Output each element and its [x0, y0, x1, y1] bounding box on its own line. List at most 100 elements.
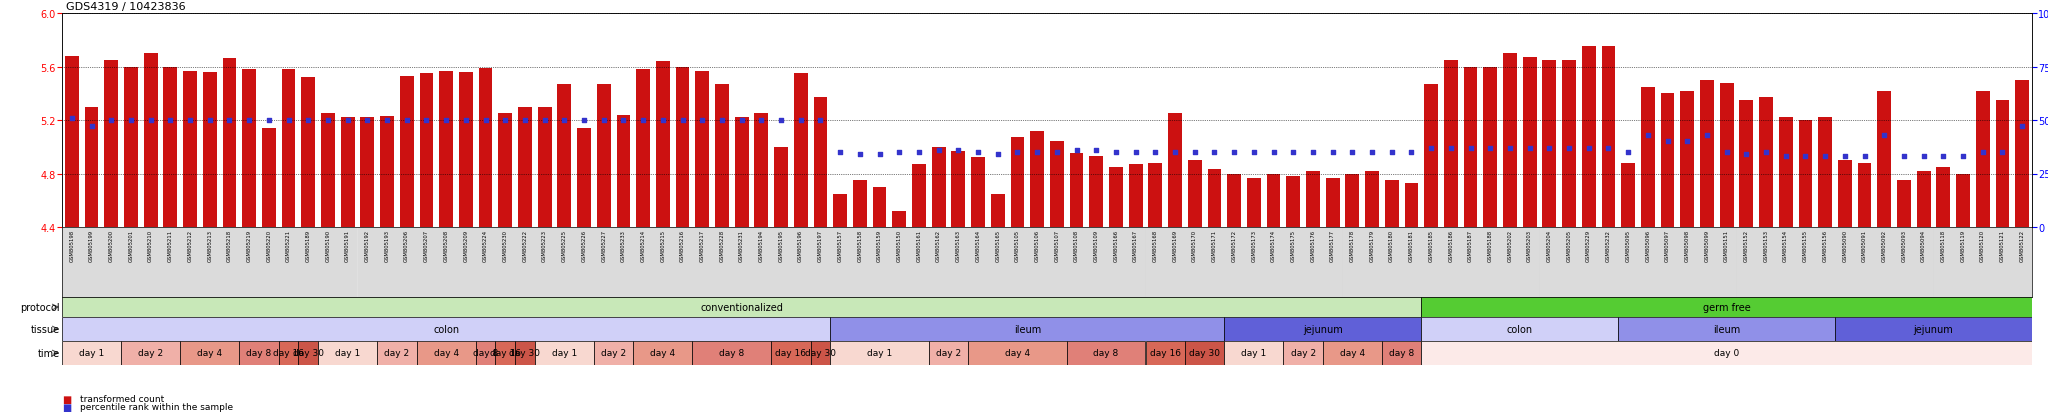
Point [1395, 150, 1427, 156]
Text: GSM805231: GSM805231 [739, 230, 743, 261]
Point [745, 117, 778, 124]
Text: GSM805218: GSM805218 [227, 230, 231, 261]
Text: day 2: day 2 [936, 349, 961, 358]
Text: GSM805193: GSM805193 [385, 230, 389, 261]
Bar [1855, 228, 1874, 297]
Bar [358, 228, 377, 297]
Point [666, 117, 698, 124]
Bar [457, 228, 475, 297]
Bar [1679, 91, 1694, 228]
Text: day 16: day 16 [1149, 349, 1182, 358]
Bar [61, 317, 829, 341]
Point [252, 117, 285, 124]
Point [549, 117, 582, 124]
Bar [1128, 165, 1143, 228]
Bar [1126, 228, 1145, 297]
Bar [1798, 121, 1812, 228]
Bar [1976, 91, 1991, 228]
Text: day 2: day 2 [385, 349, 410, 358]
Text: GSM805223: GSM805223 [543, 230, 547, 261]
Bar [1307, 171, 1319, 228]
Point [1434, 145, 1466, 152]
Bar [1657, 228, 1677, 297]
Text: GSM805211: GSM805211 [168, 230, 172, 261]
Bar [1913, 228, 1933, 297]
Bar [1384, 181, 1399, 228]
Bar [1759, 98, 1774, 228]
Text: colon: colon [1507, 324, 1532, 334]
Text: ■: ■ [61, 402, 72, 412]
Bar [987, 228, 1008, 297]
Bar [948, 228, 969, 297]
Text: GSM805185: GSM805185 [1430, 230, 1434, 261]
Text: GSM805221: GSM805221 [287, 230, 291, 261]
Text: GSM805173: GSM805173 [1251, 230, 1255, 261]
Bar [1382, 228, 1401, 297]
Point [2005, 124, 2038, 131]
Bar [1284, 341, 1323, 365]
Text: GSM805177: GSM805177 [1329, 230, 1335, 261]
Bar [1835, 228, 1855, 297]
Bar [258, 228, 279, 297]
Point [1020, 150, 1053, 156]
Bar [141, 228, 160, 297]
Bar [475, 341, 496, 365]
Text: day 2: day 2 [1290, 349, 1315, 358]
Bar [1542, 61, 1556, 228]
Bar [498, 114, 512, 228]
Bar [909, 228, 930, 297]
Text: GSM805099: GSM805099 [1704, 230, 1710, 261]
Bar [121, 228, 141, 297]
Bar [1837, 161, 1851, 228]
Text: GSM805200: GSM805200 [109, 230, 115, 261]
Text: germ free: germ free [1702, 302, 1751, 312]
Text: GSM805190: GSM805190 [326, 230, 330, 261]
Text: GSM805170: GSM805170 [1192, 230, 1198, 261]
Text: GSM805159: GSM805159 [877, 230, 883, 261]
Bar [1382, 341, 1421, 365]
Bar [1247, 178, 1262, 228]
Bar [930, 341, 969, 365]
Text: day 30: day 30 [1190, 349, 1221, 358]
Bar [1520, 228, 1540, 297]
Bar [1286, 177, 1300, 228]
Text: GSM805214: GSM805214 [641, 230, 645, 261]
Text: GSM805166: GSM805166 [1114, 230, 1118, 261]
Bar [1499, 228, 1520, 297]
Bar [1421, 297, 2032, 317]
Bar [1993, 228, 2013, 297]
Bar [850, 228, 870, 297]
Bar [1225, 317, 1421, 341]
Point [371, 117, 403, 124]
Bar [1602, 47, 1616, 228]
Text: day 8: day 8 [719, 349, 743, 358]
Bar [1878, 91, 1890, 228]
Point [567, 117, 600, 124]
Text: GSM805154: GSM805154 [1784, 230, 1788, 261]
Bar [1106, 228, 1126, 297]
Text: GSM805205: GSM805205 [1567, 230, 1571, 261]
Text: tissue: tissue [31, 324, 59, 334]
Text: day 4: day 4 [651, 349, 676, 358]
Bar [1776, 228, 1796, 297]
Bar [1563, 61, 1577, 228]
Text: day 16: day 16 [489, 349, 520, 358]
Point [391, 117, 424, 124]
Text: GSM805169: GSM805169 [1174, 230, 1178, 261]
Text: jejunum: jejunum [1303, 324, 1343, 334]
Bar [1819, 118, 1833, 228]
Point [1376, 150, 1409, 156]
Text: day 2: day 2 [137, 349, 164, 358]
Bar [240, 228, 258, 297]
Text: GSM805161: GSM805161 [915, 230, 922, 261]
Bar [1815, 228, 1835, 297]
Point [1237, 150, 1270, 156]
Text: GSM805216: GSM805216 [680, 230, 684, 261]
Text: colon: colon [432, 324, 459, 334]
Text: GSM805219: GSM805219 [246, 230, 252, 261]
Bar [813, 98, 827, 228]
Text: time: time [37, 348, 59, 358]
Text: day 16: day 16 [776, 349, 807, 358]
Text: GSM805174: GSM805174 [1272, 230, 1276, 261]
Bar [301, 78, 315, 228]
